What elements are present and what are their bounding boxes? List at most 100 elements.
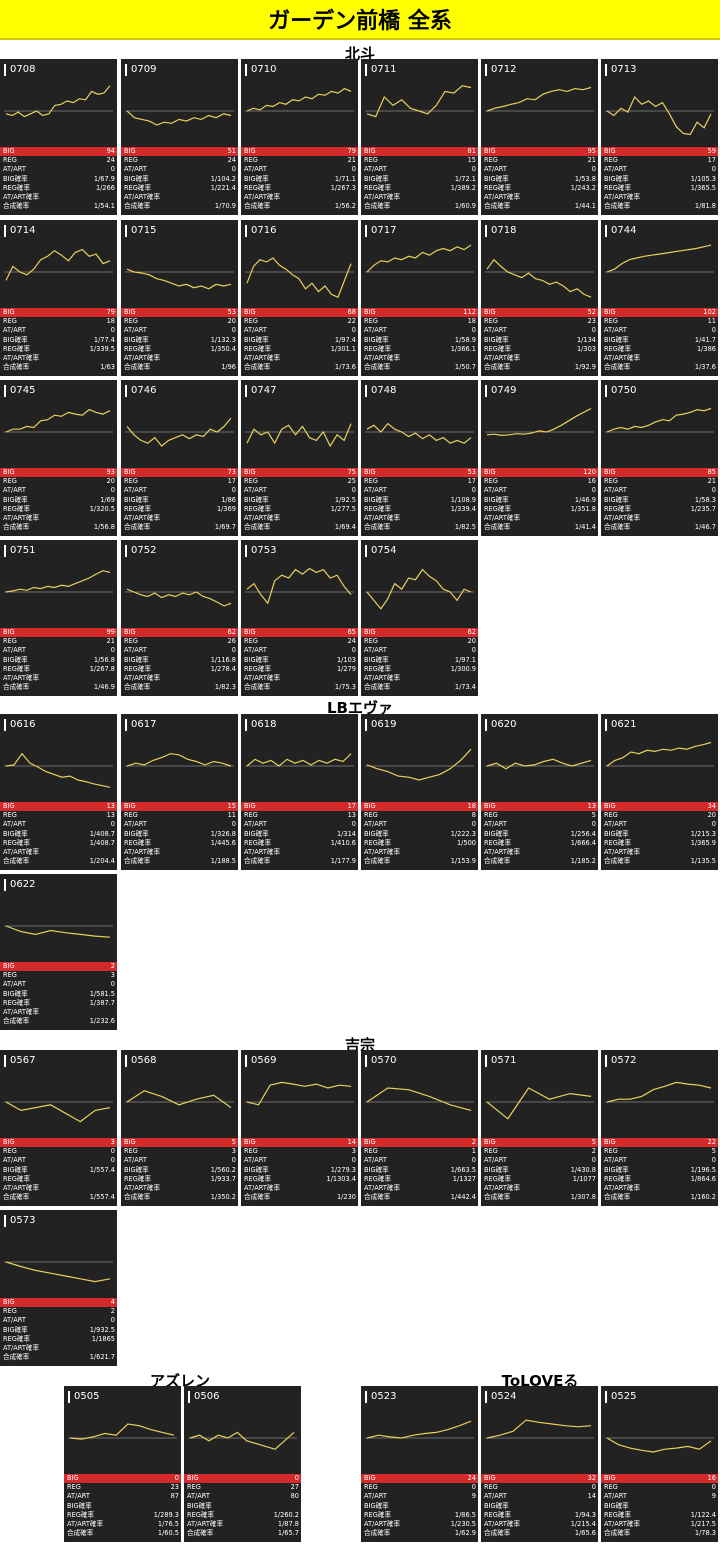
stat-row-big: BIG 73 xyxy=(121,468,238,478)
stat-label: BIG xyxy=(604,308,616,316)
machine-card[interactable]: 0619 BIG 18 REG 8 AT/ART 0 BIG確率 1/222.3 REG確率 1/5… xyxy=(361,714,478,870)
stat-label: REG確率 xyxy=(244,664,272,673)
machine-card[interactable]: 0717 BIG 112 REG 18 AT/ART 0 BIG確率 1/58.9 REG確率 1/… xyxy=(361,220,478,376)
stat-row-reg: REG 24 xyxy=(121,156,238,165)
machine-card[interactable]: 0506 BIG 0 REG 27 AT/ART 80 BIG確率 REG確率 1/260.2 AT… xyxy=(184,1386,301,1542)
machine-card[interactable]: 0622 BIG 2 REG 3 AT/ART 0 BIG確率 1/581.5 REG確率 1/38… xyxy=(0,874,117,1030)
graph-line xyxy=(5,408,111,433)
machine-card[interactable]: 0620 BIG 13 REG 5 AT/ART 0 BIG確率 1/256.4 REG確率 1/6… xyxy=(481,714,598,870)
stat-value: 1/221.4 xyxy=(210,183,236,192)
machine-card[interactable]: 0744 BIG 102 REG 11 AT/ART 0 BIG確率 1/41.7 REG確率 1/… xyxy=(601,220,718,376)
stat-row-bigp: BIG確率 1/663.5 xyxy=(361,1166,478,1175)
machine-card[interactable]: 0618 BIG 17 REG 13 AT/ART 0 BIG確率 1/314 REG確率 1/41… xyxy=(241,714,358,870)
stat-row-atp: AT/ART確率 xyxy=(481,1184,598,1193)
machine-card[interactable]: 0715 BIG 53 REG 20 AT/ART 0 BIG確率 1/132.3 REG確率 1/… xyxy=(121,220,238,376)
stat-row-bigp: BIG確率 1/222.3 xyxy=(361,830,478,839)
stat-label: REG xyxy=(604,1147,618,1156)
stat-row-bigp: BIG確率 1/279.3 xyxy=(241,1166,358,1175)
machine-card[interactable]: 0714 BIG 79 REG 18 AT/ART 0 BIG確率 1/77.4 REG確率 1/3… xyxy=(0,220,117,376)
machine-card[interactable]: 0751 BIG 99 REG 21 AT/ART 0 BIG確率 1/56.8 REG確率 1/2… xyxy=(0,540,117,696)
stat-row-reg: REG 5 xyxy=(481,811,598,820)
machine-card[interactable]: 0712 BIG 95 REG 21 AT/ART 0 BIG確率 1/53.8 REG確率 1/2… xyxy=(481,59,598,215)
stats-table: BIG 34 REG 20 AT/ART 0 BIG確率 1/215.3 REG確率 1/365.… xyxy=(601,802,718,866)
stats-table: BIG 14 REG 3 AT/ART 0 BIG確率 1/279.3 REG確率 1/1303.… xyxy=(241,1138,358,1202)
machine-card[interactable]: 0754 BIG 62 REG 20 AT/ART 0 BIG確率 1/97.1 REG確率 1/3… xyxy=(361,540,478,696)
stat-value: 1/134 xyxy=(576,335,596,344)
machine-card[interactable]: 0524 BIG 32 REG 0 AT/ART 14 BIG確率 REG確率 1/94.3 AT/… xyxy=(481,1386,598,1542)
stat-row-at: AT/ART 0 xyxy=(0,1156,117,1165)
stat-value: 1/235.7 xyxy=(690,504,716,513)
stat-row-bigp: BIG確率 1/116.8 xyxy=(121,656,238,665)
machine-card[interactable]: 0573 BIG 4 REG 2 AT/ART 0 BIG確率 1/932.5 REG確率 1/18… xyxy=(0,1210,117,1366)
machine-card[interactable]: 0745 BIG 93 REG 20 AT/ART 0 BIG確率 1/69 REG確率 1/320… xyxy=(0,380,117,536)
machine-card[interactable]: 0753 BIG 65 REG 24 AT/ART 0 BIG確率 1/103 REG確率 1/27… xyxy=(241,540,358,696)
stat-value: 1/81.8 xyxy=(694,202,716,211)
stat-row-regp: REG確率 1/386 xyxy=(601,345,718,354)
machine-card[interactable]: 0567 BIG 3 REG 0 AT/ART 0 BIG確率 1/557.4 REG確率 AT/A… xyxy=(0,1050,117,1206)
machine-card[interactable]: 0752 BIG 62 REG 26 AT/ART 0 BIG確率 1/116.8 REG確率 1/… xyxy=(121,540,238,696)
machine-card[interactable]: 0569 BIG 14 REG 3 AT/ART 0 BIG確率 1/279.3 REG確率 1/1… xyxy=(241,1050,358,1206)
machine-card[interactable]: 0616 BIG 13 REG 13 AT/ART 0 BIG確率 1/408.7 REG確率 1/… xyxy=(0,714,117,870)
stat-value: 1/277.5 xyxy=(330,504,356,513)
stat-row-total: 合成確率 1/70.9 xyxy=(121,202,238,211)
stat-row-regp: REG確率 1/666.4 xyxy=(481,839,598,848)
stat-value: 20 xyxy=(106,477,115,486)
stat-label: BIG xyxy=(364,468,376,476)
machine-card[interactable]: 0716 BIG 68 REG 22 AT/ART 0 BIG確率 1/97.4 REG確率 1/3… xyxy=(241,220,358,376)
machine-card[interactable]: 0713 BIG 59 REG 17 AT/ART 0 BIG確率 1/105.3 REG確率 1/… xyxy=(601,59,718,215)
machine-card[interactable]: 0711 BIG 81 REG 15 AT/ART 0 BIG確率 1/72.1 REG確率 1/3… xyxy=(361,59,478,215)
stat-value: 16 xyxy=(587,477,596,486)
machine-card[interactable]: 0617 BIG 15 REG 11 AT/ART 0 BIG確率 1/326.8 REG確率 1/… xyxy=(121,714,238,870)
stat-value: 1/222.3 xyxy=(450,829,476,838)
stat-row-at: AT/ART 0 xyxy=(241,646,358,655)
stat-value: 1/307.8 xyxy=(570,1193,596,1202)
stat-value: 18 xyxy=(106,317,115,326)
stat-label: REG確率 xyxy=(604,1510,632,1519)
graph-line xyxy=(366,748,472,781)
machine-card[interactable]: 0718 BIG 52 REG 23 AT/ART 0 BIG確率 1/134 REG確率 1/30… xyxy=(481,220,598,376)
machine-card[interactable]: 0710 BIG 79 REG 21 AT/ART 0 BIG確率 1/71.1 REG確率 1/2… xyxy=(241,59,358,215)
stats-table: BIG 94 REG 24 AT/ART 0 BIG確率 1/67.9 REG確率 1/266 AT… xyxy=(0,147,117,211)
machine-card[interactable]: 0750 BIG 85 REG 21 AT/ART 0 BIG確率 1/58.3 REG確率 1/2… xyxy=(601,380,718,536)
stat-row-at: AT/ART 0 xyxy=(361,1156,478,1165)
stat-row-total: 合成確率 1/69.7 xyxy=(121,523,238,532)
stat-row-reg: REG 17 xyxy=(121,477,238,486)
stat-value: 0 xyxy=(711,165,716,174)
machine-number: 0505 xyxy=(68,1391,99,1403)
machine-card[interactable]: 0570 BIG 2 REG 1 AT/ART 0 BIG確率 1/663.5 REG確率 1/13… xyxy=(361,1050,478,1206)
stat-row-big: BIG 22 xyxy=(601,1138,718,1148)
stat-row-bigp: BIG確率 1/46.9 xyxy=(481,496,598,505)
machine-card[interactable]: 0568 BIG 5 REG 3 AT/ART 0 BIG確率 1/560.2 REG確率 1/93… xyxy=(121,1050,238,1206)
stat-label: BIG xyxy=(124,628,136,636)
stat-label: REG xyxy=(3,156,17,165)
machine-card[interactable]: 0748 BIG 53 REG 17 AT/ART 0 BIG確率 1/108.9 REG確率 1/… xyxy=(361,380,478,536)
stat-row-regp: REG確率 1/221.4 xyxy=(121,184,238,193)
stats-table: BIG 24 REG 0 AT/ART 9 BIG確率 REG確率 1/86.5 AT/ART確率… xyxy=(361,1474,478,1538)
machine-card[interactable]: 0525 BIG 16 REG 0 AT/ART 9 BIG確率 REG確率 1/122.4 AT/… xyxy=(601,1386,718,1542)
stat-row-reg: REG 3 xyxy=(241,1147,358,1156)
machine-card[interactable]: 0621 BIG 34 REG 20 AT/ART 0 BIG確率 1/215.3 REG確率 1/… xyxy=(601,714,718,870)
stat-row-total: 合成確率 1/307.8 xyxy=(481,1193,598,1202)
machine-card[interactable]: 0572 BIG 22 REG 5 AT/ART 0 BIG確率 1/196.5 REG確率 1/8… xyxy=(601,1050,718,1206)
stat-label: BIG xyxy=(244,1138,256,1146)
machine-card[interactable]: 0523 BIG 24 REG 0 AT/ART 9 BIG確率 REG確率 1/86.5 AT/A… xyxy=(361,1386,478,1542)
machine-card[interactable]: 0749 BIG 120 REG 16 AT/ART 0 BIG確率 1/46.9 REG確率 1/… xyxy=(481,380,598,536)
machine-card[interactable]: 0709 BIG 51 REG 24 AT/ART 0 BIG確率 1/104.2 REG確率 1/… xyxy=(121,59,238,215)
stat-label: AT/ART確率 xyxy=(484,353,521,362)
stat-row-total: 合成確率 1/204.4 xyxy=(0,857,117,866)
machine-card[interactable]: 0571 BIG 5 REG 2 AT/ART 0 BIG確率 1/430.8 REG確率 1/10… xyxy=(481,1050,598,1206)
machine-card[interactable]: 0708 BIG 94 REG 24 AT/ART 0 BIG確率 1/67.9 REG確率 1/2… xyxy=(0,59,117,215)
stat-label: 合成確率 xyxy=(3,1353,30,1362)
machine-card[interactable]: 0747 BIG 75 REG 25 AT/ART 0 BIG確率 1/92.5 REG確率 1/2… xyxy=(241,380,358,536)
graph-line xyxy=(606,741,712,767)
machine-card[interactable]: 0505 BIG 0 REG 23 AT/ART 87 BIG確率 REG確率 1/289.3 AT… xyxy=(64,1386,181,1542)
stat-label: 合成確率 xyxy=(484,363,511,372)
stat-row-at: AT/ART 14 xyxy=(481,1492,598,1501)
stat-value: 1/557.4 xyxy=(89,1193,115,1202)
machine-card[interactable]: 0746 BIG 73 REG 17 AT/ART 0 BIG確率 1/86 REG確率 1/369… xyxy=(121,380,238,536)
stat-value: 1/185.2 xyxy=(570,857,596,866)
stat-row-atp: AT/ART確率 xyxy=(0,1184,117,1193)
stat-value: 1/105.3 xyxy=(690,174,716,183)
stat-value: 1/58.3 xyxy=(694,495,716,504)
stat-label: REG xyxy=(244,637,258,646)
